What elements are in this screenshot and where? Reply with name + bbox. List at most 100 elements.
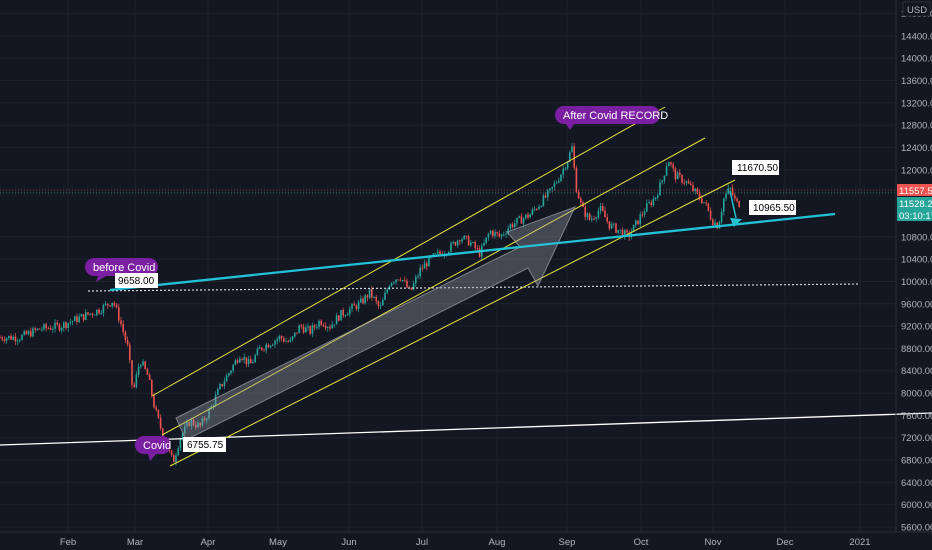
candle-body: [505, 233, 507, 235]
nov-high-price-box[interactable]: [732, 160, 779, 175]
candle-body: [346, 314, 349, 316]
candle-body: [593, 218, 595, 220]
covid-bubble[interactable]: [135, 436, 171, 454]
candle-body: [129, 344, 131, 361]
price-scale[interactable]: 14800.0014400.0014000.0013600.0013200.00…: [895, 0, 932, 534]
candle-body: [375, 296, 377, 302]
candle-body: [731, 187, 734, 196]
candle-body: [450, 243, 452, 253]
time-scale[interactable]: Feb Mar Apr May Jun Jul Aug Sep Oct Nov Dec 2021: [0, 531, 932, 548]
candle-body: [324, 326, 327, 329]
candle-body: [637, 220, 639, 225]
y-tick-label: 5600.00: [901, 523, 932, 534]
candle-body: [406, 280, 408, 288]
candle-body: [58, 324, 61, 331]
channel-lower-line[interactable]: [169, 179, 736, 467]
candle-body: [241, 358, 243, 360]
candle-body: [302, 326, 305, 333]
x-tick-label: Feb: [60, 537, 76, 548]
candle-body: [89, 313, 91, 315]
y-tick-label: 14000.00: [901, 54, 932, 65]
candle-body: [74, 316, 76, 322]
candle-body: [494, 232, 496, 237]
last-price-red-text: 11557.50: [899, 186, 932, 197]
candle-body: [558, 180, 560, 183]
candle-body: [476, 248, 479, 249]
candle-body: [608, 221, 611, 229]
candle-body: [23, 331, 25, 335]
last-price-red-box: [897, 184, 932, 196]
candle-body: [307, 326, 309, 328]
candle-body: [278, 336, 281, 340]
y-tick-label: 10400.00: [901, 255, 932, 266]
candle-body: [170, 450, 173, 456]
candle-body: [283, 338, 285, 342]
candle-body: [245, 357, 248, 365]
candle-body: [333, 324, 336, 326]
x-tick-label: Mar: [127, 537, 143, 548]
candle-body: [80, 314, 83, 317]
candle-body: [729, 187, 732, 189]
before-covid-bubble[interactable]: [85, 258, 158, 276]
candle-body: [498, 233, 501, 237]
candle-body: [82, 314, 85, 320]
candle-body: [399, 279, 402, 281]
candle-body: [197, 422, 199, 428]
y-tick-label: 14400.00: [901, 31, 932, 42]
candle-body: [665, 166, 668, 176]
after-covid-text: After Covid RECORD: [563, 110, 668, 122]
pre-covid-level-line[interactable]: [87, 283, 861, 292]
candle-body: [219, 384, 221, 390]
candle-body: [298, 325, 300, 334]
candle-body: [104, 303, 107, 305]
candle-body: [371, 289, 373, 298]
candle-body: [639, 214, 641, 225]
channel-middle-line[interactable]: [161, 137, 706, 436]
covid-low-price-box[interactable]: [183, 437, 226, 452]
candle-body: [289, 339, 292, 342]
candle-body: [206, 418, 208, 421]
candle-body: [258, 347, 261, 349]
candle-body: [261, 347, 263, 350]
candle-body: [93, 314, 96, 316]
candle-body: [542, 195, 545, 207]
candle-body: [551, 186, 553, 189]
channel-upper-line[interactable]: [151, 106, 666, 397]
x-tick-label: Jun: [341, 537, 356, 548]
candle-body: [641, 214, 644, 216]
candle-body: [318, 320, 320, 328]
candle-body: [305, 327, 307, 333]
candle-body: [234, 360, 237, 365]
cyan-support-line[interactable]: [109, 212, 836, 292]
y-tick-label: 10000.00: [901, 277, 932, 288]
candle-body: [428, 255, 430, 267]
pre-covid-price-text: 9658.00: [118, 276, 155, 287]
candle-body: [591, 218, 593, 220]
candle-body: [390, 282, 393, 287]
candle-body: [85, 312, 87, 320]
y-tick-label: 6400.00: [901, 478, 932, 489]
candle-body: [395, 279, 397, 283]
currency-badge[interactable]: [902, 1, 931, 17]
candle-body: [131, 360, 133, 385]
candle-body: [698, 192, 701, 199]
candle-body: [126, 340, 129, 345]
candle-body: [679, 172, 681, 175]
pre-covid-price-box[interactable]: [115, 273, 158, 288]
candle-body: [34, 328, 36, 330]
after-covid-bubble[interactable]: [555, 106, 660, 124]
candle-body: [696, 188, 699, 193]
y-tick-label: 9200.00: [901, 322, 932, 333]
target-price-box[interactable]: [749, 200, 796, 215]
candle-body: [250, 359, 252, 364]
candle-body: [311, 325, 314, 334]
candle-body: [360, 298, 362, 303]
candle-body: [96, 309, 98, 315]
candle-body: [3, 339, 6, 342]
candle-body: [549, 188, 551, 191]
x-tick-label: 2021: [849, 537, 870, 548]
candle-body: [454, 242, 457, 246]
candle-body: [668, 162, 670, 167]
candle-body: [38, 328, 41, 330]
